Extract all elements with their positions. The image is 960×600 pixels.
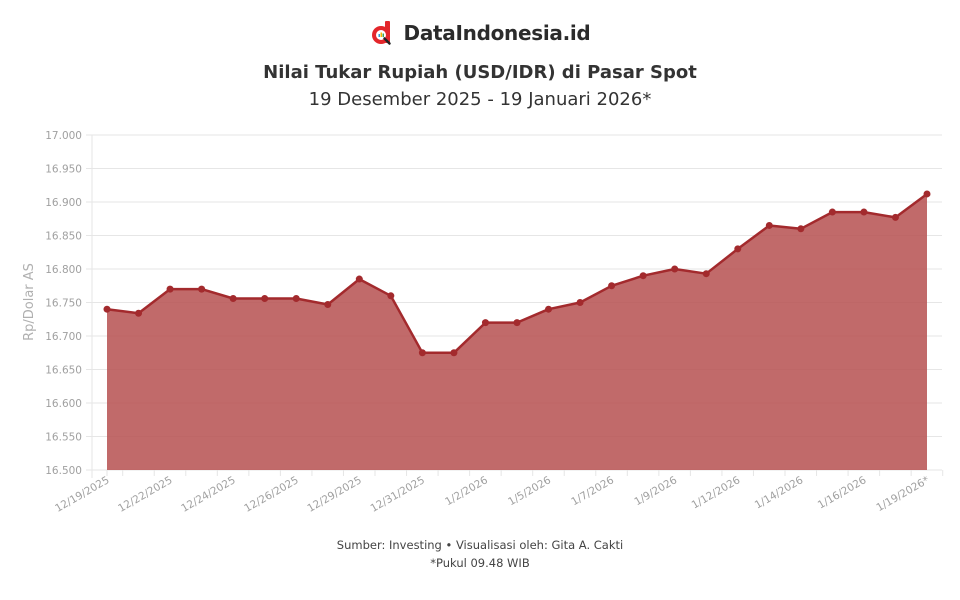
x-tick-label: 12/31/2025 [368, 474, 426, 515]
data-point[interactable] [639, 272, 647, 280]
data-point[interactable] [671, 265, 679, 273]
data-point[interactable] [891, 213, 899, 221]
y-tick-label: 16.850 [45, 231, 82, 243]
x-axis-ticks: 12/19/2025 12/22/2025 12/24/2025 12/26/2025… [53, 470, 944, 515]
x-tick-label: 1/7/2026 [569, 474, 616, 508]
data-point[interactable] [229, 294, 237, 302]
chart-subtitle: 19 Desember 2025 - 19 Januari 2026* [308, 89, 652, 110]
data-point[interactable] [828, 208, 836, 216]
x-tick-label: 12/29/2025 [305, 474, 363, 515]
x-tick-label: 1/2/2026 [443, 474, 490, 508]
data-point[interactable] [355, 275, 363, 283]
data-point[interactable] [387, 292, 395, 300]
data-point[interactable] [418, 349, 426, 357]
y-tick-label: 16.650 [45, 365, 82, 377]
data-point[interactable] [166, 285, 174, 293]
y-tick-label: 16.900 [45, 197, 82, 209]
data-point[interactable] [734, 245, 742, 253]
data-point[interactable] [198, 285, 206, 293]
y-tick-label: 16.550 [45, 432, 82, 444]
y-axis-ticks: 16.500 16.550 16.600 16.650 16.700 16.750 16.8… [45, 130, 82, 477]
y-tick-label: 16.950 [45, 164, 82, 176]
data-point[interactable] [545, 305, 553, 313]
area-fill [107, 194, 927, 470]
data-point[interactable] [608, 282, 616, 290]
data-point[interactable] [450, 349, 458, 357]
y-tick-label: 16.600 [45, 398, 82, 410]
data-point[interactable] [135, 309, 143, 317]
data-point[interactable] [324, 301, 332, 309]
data-point[interactable] [576, 299, 584, 306]
x-tick-label: 1/9/2026 [632, 474, 679, 508]
data-point[interactable] [513, 319, 521, 327]
data-points [103, 190, 931, 357]
brand-name: DataIndonesia.id [403, 21, 591, 45]
brand-header: DataIndonesia.id [0, 20, 960, 46]
x-tick-label: 1/19/2026* [874, 474, 931, 514]
y-tick-label: 16.500 [45, 465, 82, 477]
y-tick-label: 16.800 [45, 264, 82, 276]
data-point[interactable] [702, 270, 710, 278]
data-point[interactable] [103, 305, 111, 313]
x-tick-label: 1/5/2026 [506, 474, 553, 508]
data-point[interactable] [797, 225, 805, 233]
y-tick-label: 16.750 [45, 298, 82, 310]
x-tick-label: 12/19/2025 [53, 474, 111, 515]
x-tick-label: 1/16/2026 [816, 474, 869, 511]
x-tick-label: 1/12/2026 [690, 474, 743, 511]
chart-title: Nilai Tukar Rupiah (USD/IDR) di Pasar Sp… [263, 62, 697, 83]
datainDonesia-logo-icon [371, 21, 391, 45]
footnote: *Pukul 09.48 WIB [430, 556, 530, 570]
data-point[interactable] [765, 221, 773, 229]
x-tick-label: 12/26/2025 [242, 474, 300, 515]
data-point[interactable] [923, 190, 931, 198]
data-point[interactable] [292, 294, 300, 302]
source-credit: Sumber: Investing • Visualisasi oleh: Gi… [336, 538, 624, 552]
y-tick-label: 16.700 [45, 331, 82, 343]
data-point[interactable] [860, 208, 868, 216]
y-tick-label: 17.000 [45, 130, 82, 142]
y-axis-label: Rp/Dolar AS [22, 263, 37, 341]
x-tick-label: 12/24/2025 [179, 474, 237, 515]
x-tick-label: 12/22/2025 [116, 474, 174, 515]
data-point[interactable] [481, 319, 489, 327]
data-point[interactable] [261, 294, 269, 302]
x-tick-label: 1/14/2026 [753, 474, 806, 511]
